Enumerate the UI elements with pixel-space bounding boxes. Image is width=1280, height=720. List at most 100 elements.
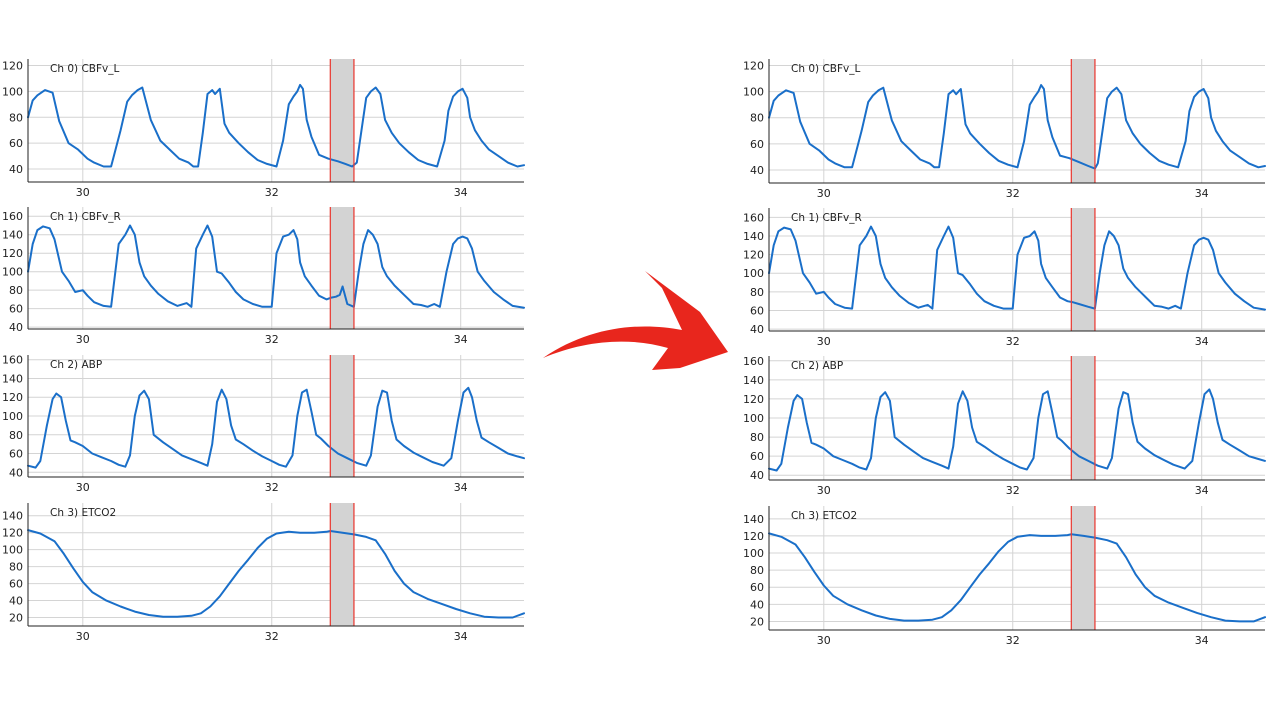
y-tick-label: 120 (743, 393, 764, 406)
channel-label: Ch 1) CBFv_R (791, 212, 862, 224)
selection-band (1071, 356, 1095, 480)
y-tick-label: 40 (9, 321, 23, 334)
x-tick-label: 34 (1195, 484, 1209, 497)
y-tick-label: 140 (2, 372, 23, 385)
x-tick-label: 32 (265, 186, 279, 199)
x-tick-label: 32 (265, 630, 279, 643)
y-tick-label: 160 (2, 210, 23, 223)
y-tick-label: 60 (750, 305, 764, 318)
channel-label: Ch 3) ETCO2 (791, 510, 857, 522)
x-tick-label: 30 (76, 481, 90, 494)
selection-band (330, 59, 354, 182)
y-tick-label: 40 (750, 323, 764, 336)
y-tick-label: 60 (9, 137, 23, 150)
signal-trace (27, 224, 525, 309)
y-tick-label: 80 (9, 429, 23, 442)
selection-band (330, 207, 354, 329)
y-tick-label: 120 (743, 530, 764, 543)
y-tick-label: 120 (2, 59, 23, 72)
selection-band (330, 355, 354, 477)
y-tick-label: 120 (2, 247, 23, 260)
signal-trace (27, 529, 525, 619)
y-tick-label: 60 (750, 450, 764, 463)
after-view: 40 60 80 100 120 30 32 34 Ch 0) CBFv_L 40 60 80 100 1… (743, 59, 1266, 647)
y-tick-label: 20 (750, 615, 764, 628)
y-tick-label: 40 (9, 466, 23, 479)
x-tick-label: 32 (265, 481, 279, 494)
channel-label: Ch 1) CBFv_R (50, 211, 121, 223)
before-view: 40 60 80 100 120 30 32 34 Ch 0) CBFv_L 40 60 80 100 1… (2, 59, 525, 643)
y-tick-label: 100 (2, 544, 23, 557)
selection-band (1071, 208, 1095, 331)
y-tick-label: 120 (743, 60, 764, 73)
y-tick-label: 20 (9, 612, 23, 625)
selection-band (330, 503, 354, 626)
x-tick-label: 34 (454, 630, 468, 643)
y-tick-label: 100 (743, 412, 764, 425)
y-tick-label: 60 (9, 448, 23, 461)
selection-band (1071, 506, 1095, 630)
y-tick-label: 100 (743, 547, 764, 560)
y-tick-label: 80 (9, 284, 23, 297)
y-tick-label: 120 (743, 249, 764, 262)
channel-label: Ch 0) CBFv_L (791, 63, 860, 75)
y-tick-label: 80 (750, 112, 764, 125)
x-tick-label: 32 (1006, 484, 1020, 497)
y-tick-label: 120 (2, 391, 23, 404)
channel-panel-0: 40 60 80 100 120 30 32 34 Ch 0) CBFv_L (743, 59, 1266, 200)
x-tick-label: 30 (817, 484, 831, 497)
y-tick-label: 140 (2, 229, 23, 242)
y-tick-label: 160 (743, 211, 764, 224)
x-tick-label: 34 (454, 481, 468, 494)
y-tick-label: 140 (743, 374, 764, 387)
y-tick-label: 60 (750, 138, 764, 151)
channel-panel-2: 40 60 80 100 120 140 160 30 32 34 Ch 2) ABP (2, 354, 525, 494)
channel-panel-3: 20 40 60 80 100 120 140 30 32 34 Ch 3) ETCO2 (2, 503, 525, 643)
channel-panel-2: 40 60 80 100 120 140 160 30 32 34 Ch 2) ABP (743, 355, 1266, 497)
x-tick-label: 30 (76, 186, 90, 199)
red-arrow-icon (543, 271, 728, 370)
y-tick-label: 140 (743, 513, 764, 526)
x-tick-label: 34 (1195, 335, 1209, 348)
y-tick-label: 40 (750, 469, 764, 482)
y-tick-label: 80 (750, 564, 764, 577)
y-tick-label: 100 (743, 267, 764, 280)
y-tick-label: 40 (9, 595, 23, 608)
y-tick-label: 40 (750, 164, 764, 177)
signal-trace (768, 388, 1266, 472)
y-tick-label: 100 (743, 86, 764, 99)
y-tick-label: 120 (2, 527, 23, 540)
y-tick-label: 100 (2, 410, 23, 423)
channel-panel-3: 20 40 60 80 100 120 140 30 32 34 Ch 3) ETCO2 (743, 506, 1266, 647)
signal-trace (768, 84, 1266, 170)
y-tick-label: 160 (2, 354, 23, 367)
x-tick-label: 34 (1195, 634, 1209, 647)
y-tick-label: 40 (9, 163, 23, 176)
signal-trace (27, 83, 525, 168)
y-tick-label: 80 (750, 286, 764, 299)
y-tick-label: 60 (9, 303, 23, 316)
y-tick-label: 160 (743, 355, 764, 368)
signal-trace (768, 532, 1266, 623)
x-tick-label: 30 (817, 634, 831, 647)
y-tick-label: 80 (750, 431, 764, 444)
channel-panel-1: 40 60 80 100 120 140 160 30 32 34 Ch 1) CBFv_R (743, 208, 1266, 348)
y-tick-label: 60 (9, 578, 23, 591)
channel-label: Ch 0) CBFv_L (50, 63, 119, 75)
y-tick-label: 100 (2, 266, 23, 279)
channel-panel-1: 40 60 80 100 120 140 160 30 32 34 Ch 1) CBFv_R (2, 207, 525, 346)
channel-label: Ch 2) ABP (50, 359, 102, 371)
y-tick-label: 80 (9, 561, 23, 574)
x-tick-label: 30 (76, 333, 90, 346)
selection-band (1071, 59, 1095, 183)
x-tick-label: 34 (454, 333, 468, 346)
signal-trace (768, 225, 1266, 311)
y-tick-label: 140 (743, 230, 764, 243)
x-tick-label: 30 (817, 335, 831, 348)
x-tick-label: 32 (265, 333, 279, 346)
channel-label: Ch 2) ABP (791, 360, 843, 372)
y-tick-label: 40 (750, 598, 764, 611)
x-tick-label: 34 (454, 186, 468, 199)
x-tick-label: 32 (1006, 335, 1020, 348)
